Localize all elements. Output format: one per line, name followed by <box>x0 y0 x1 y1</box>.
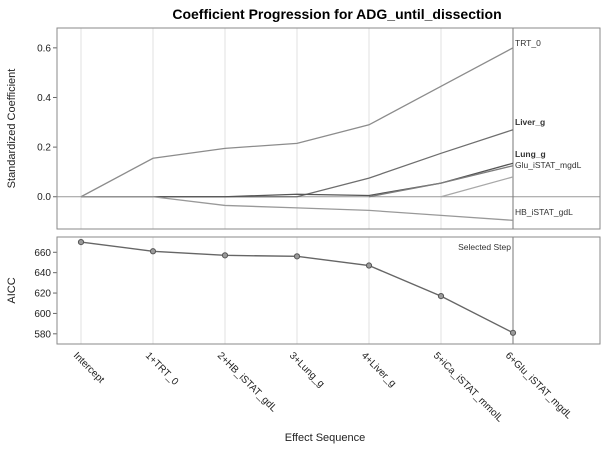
bottom-panel-grid <box>80 237 514 344</box>
y-tick-label: 600 <box>34 309 51 320</box>
series-end-label: Lung_g <box>515 149 546 159</box>
series-end-label: Glu_iSTAT_mgdL <box>515 160 582 170</box>
coefficient-line <box>81 196 514 221</box>
y-tick-label: 660 <box>34 248 51 259</box>
selected-step-label: Selected Step <box>458 242 511 252</box>
x-tick-label: 4+Liver_g <box>359 350 398 389</box>
y-axis-label-aicc: AICC <box>6 277 18 303</box>
aicc-point <box>77 238 85 246</box>
aicc-point <box>437 293 445 300</box>
coefficient-panel-frame <box>56 27 601 230</box>
coefficient-panel: 0.0 0.2 0.4 0.6 TRT_0 Liver_g Lung_gGlu_iSTAT… <box>6 27 601 230</box>
chart-title: Coefficient Progression for ADG_until_di… <box>172 6 501 22</box>
y-tick-label: 580 <box>34 329 51 340</box>
series-end-label: HB_iSTAT_gdL <box>515 207 573 217</box>
x-tick-label: 6+Glu_iSTAT_mgdL <box>503 350 574 421</box>
coefficient-line <box>368 165 514 198</box>
coefficient-series-group <box>80 47 514 221</box>
aicc-points <box>77 238 517 336</box>
aicc-point <box>509 329 517 336</box>
aicc-point <box>149 248 157 255</box>
y-tick-label: 620 <box>34 289 51 300</box>
series-end-label: Liver_g <box>515 117 545 127</box>
y-tick-label: 0.2 <box>37 143 51 154</box>
series-end-label: TRT_0 <box>515 38 541 48</box>
aicc-panel: Selected Step 580 600 620 640 660 AICC <box>6 236 601 345</box>
aicc-panel-frame <box>56 236 601 345</box>
coefficient-line <box>440 176 514 198</box>
y-tick-label: 640 <box>34 268 51 279</box>
bottom-y-ticks: 580 600 620 640 660 <box>34 248 57 340</box>
aicc-point <box>365 262 373 269</box>
y-tick-label: 0.0 <box>37 192 51 203</box>
x-tick-label: 1+TRT_0 <box>143 350 181 388</box>
aicc-point <box>293 253 301 260</box>
y-tick-label: 0.6 <box>37 43 51 54</box>
top-y-ticks: 0.0 0.2 0.4 0.6 <box>37 43 57 203</box>
y-axis-label-coefficient: Standardized Coefficient <box>6 69 18 189</box>
x-axis-label: Effect Sequence <box>285 432 366 444</box>
x-tick-label: 2+HB_iSTAT_gdL <box>215 350 279 414</box>
x-tick-label: Intercept <box>71 350 106 385</box>
x-tick-label: 3+Lung_g <box>287 350 326 389</box>
y-tick-label: 0.4 <box>37 93 51 104</box>
x-tick-labels: Intercept 1+TRT_0 2+HB_iSTAT_gdL 3+Lung_g 4+… <box>71 350 574 424</box>
coefficient-line <box>80 47 514 198</box>
top-panel-grid <box>80 28 514 229</box>
aicc-point <box>221 252 229 259</box>
x-tick-label: 5+iCa_iSTAT_mmolL <box>431 350 505 424</box>
